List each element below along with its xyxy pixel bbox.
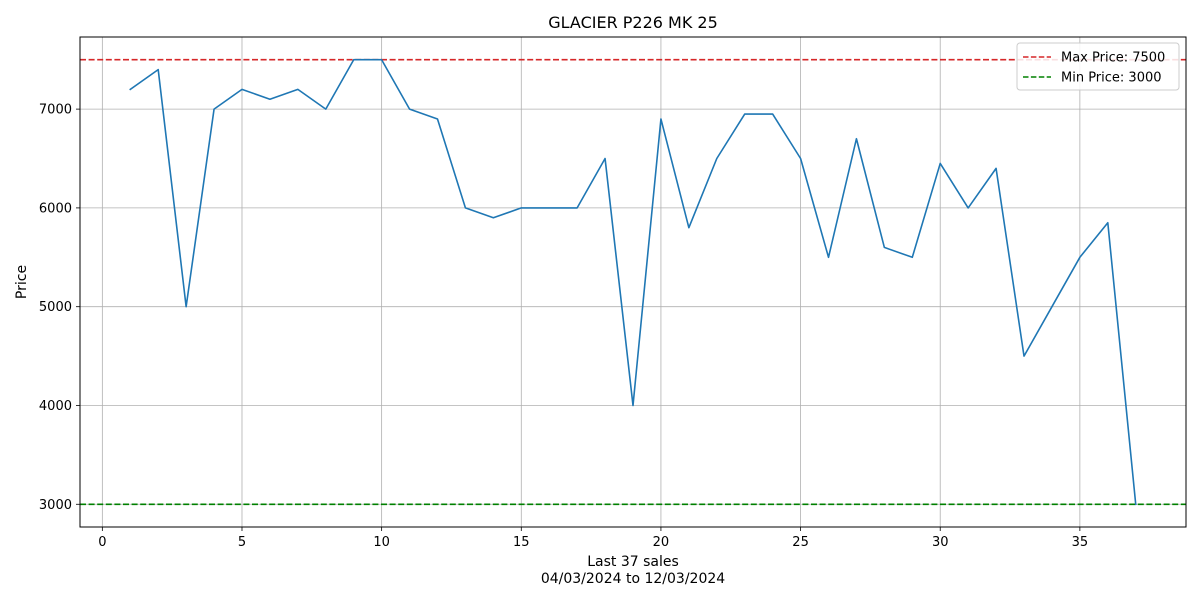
x-tick-label: 0 xyxy=(98,535,106,550)
x-tick-label: 10 xyxy=(373,535,390,550)
y-tick-label: 4000 xyxy=(39,399,72,414)
plot-area xyxy=(80,37,1186,527)
price-series-line xyxy=(129,58,1137,506)
y-tick-label: 3000 xyxy=(39,498,72,513)
x-axis-label: Last 37 sales xyxy=(587,554,679,570)
y-tick-label: 5000 xyxy=(39,300,72,315)
plot-frame xyxy=(79,36,1187,528)
y-tick-label: 6000 xyxy=(39,201,72,216)
x-tick-label: 35 xyxy=(1072,535,1089,550)
y-tick-label: 7000 xyxy=(39,103,72,118)
x-tick-label: 20 xyxy=(653,535,670,550)
x-axis-sublabel: 04/03/2024 to 12/03/2024 xyxy=(541,571,725,587)
chart-title: GLACIER P226 MK 25 xyxy=(548,13,718,32)
axis-ticks: 0 5 10 15 20 25 30 35 3000 4000 5000 6000 7000 xyxy=(39,103,1088,550)
x-tick-label: 25 xyxy=(792,535,809,550)
x-tick-label: 30 xyxy=(932,535,949,550)
legend-box xyxy=(1016,42,1180,91)
legend-label-min: Min Price: 3000 xyxy=(1061,71,1162,86)
y-axis-label: Price xyxy=(14,265,30,299)
x-tick-label: 15 xyxy=(513,535,530,550)
x-tick-label: 5 xyxy=(238,535,246,550)
legend: Max Price: 7500 Min Price: 3000 xyxy=(1016,42,1180,91)
reference-lines xyxy=(80,58,1186,506)
legend-label-max: Max Price: 7500 xyxy=(1061,51,1165,66)
series-layer xyxy=(129,58,1137,506)
